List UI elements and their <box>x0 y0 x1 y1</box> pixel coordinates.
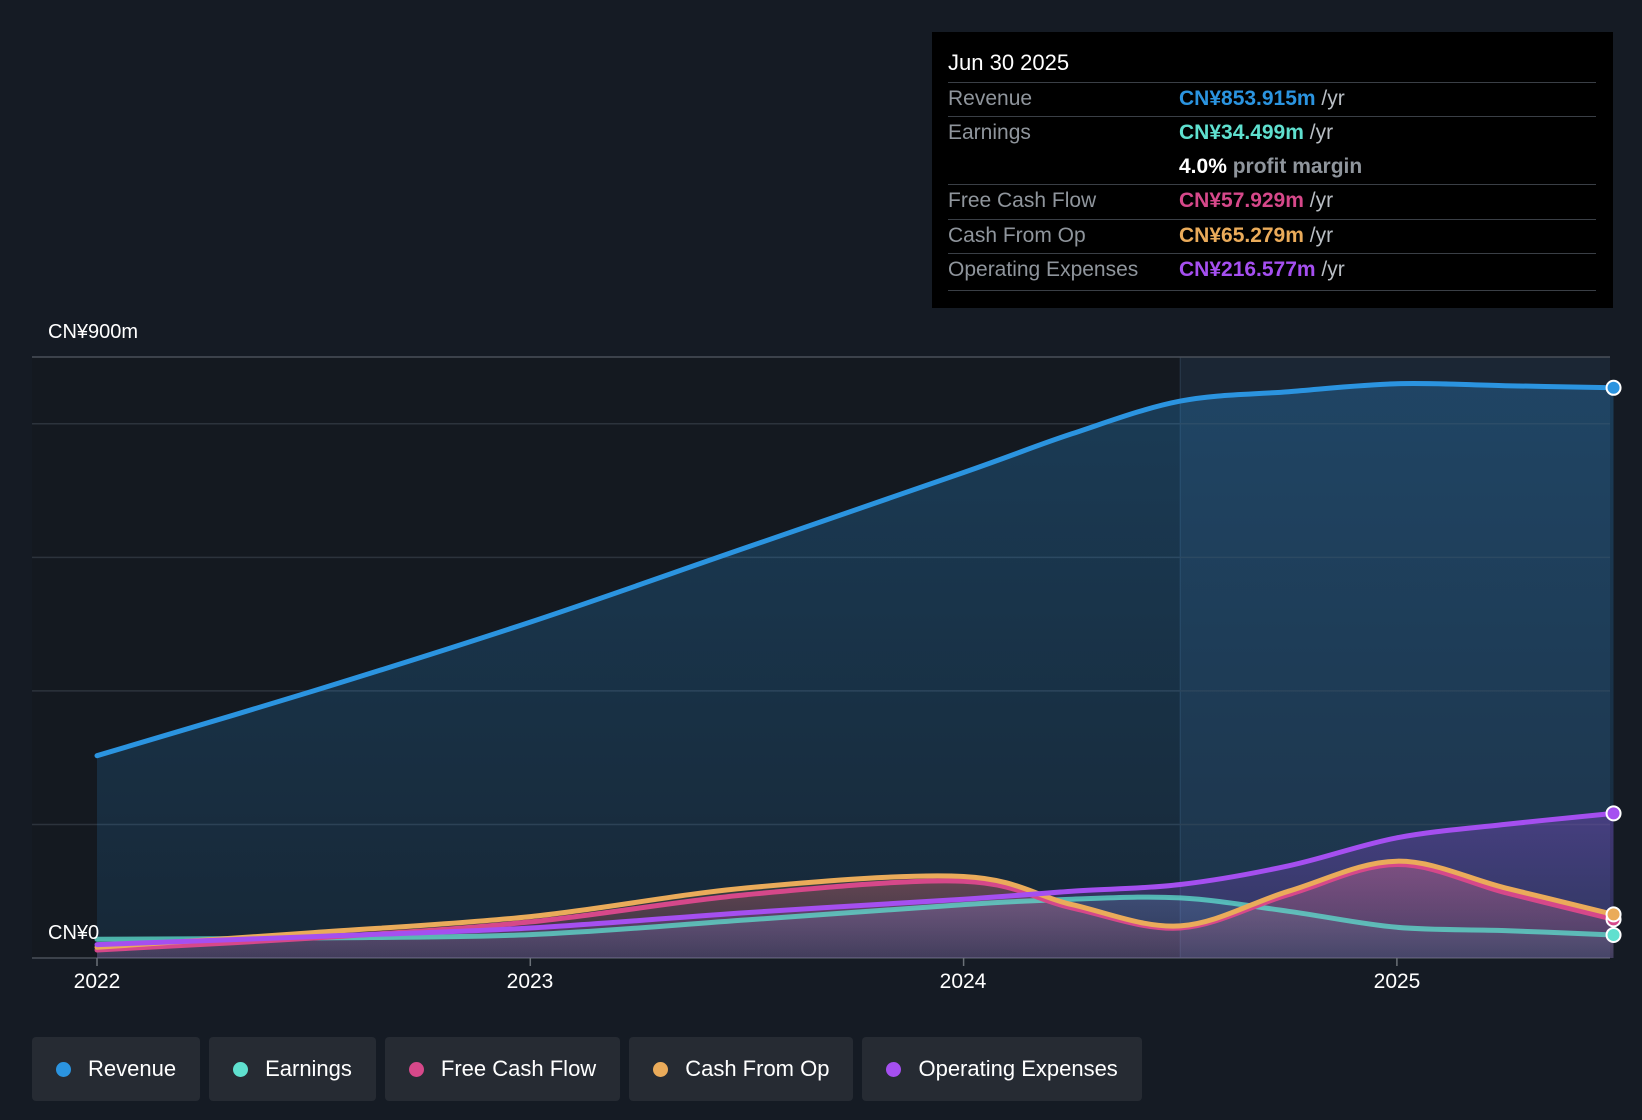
legend-dot-icon <box>653 1061 669 1077</box>
tooltip-unit: /yr <box>1315 258 1345 281</box>
tooltip-label: Operating Expenses <box>948 258 1139 281</box>
line-revenue <box>94 380 1616 759</box>
tooltip-row-earnings: Earnings CN¥34.499m /yr 4.0% profit marg… <box>948 116 1596 185</box>
legend-label: Earnings <box>265 1056 352 1081</box>
area-operating-expenses <box>97 813 1614 958</box>
legend-label: Revenue <box>88 1056 177 1081</box>
line-earnings <box>94 894 1616 942</box>
area-revenue <box>97 383 1614 959</box>
point-operating-expenses <box>1605 805 1622 822</box>
tooltip-unit: /yr <box>1303 224 1334 247</box>
legend-label: Free Cash Flow <box>440 1056 597 1081</box>
tooltip-unit: /yr <box>1303 121 1334 144</box>
tooltip-label: Revenue <box>948 87 1033 110</box>
legend-item-revenue[interactable]: Revenue <box>32 1037 201 1101</box>
point-earnings <box>1605 926 1622 943</box>
tooltip-row-revenue: Revenue CN¥853.915m /yr <box>948 82 1596 117</box>
legend-item-operating-expenses[interactable]: Operating Expenses <box>862 1037 1142 1101</box>
line-operating-expenses <box>94 810 1616 948</box>
x-tick-2023: 2023 <box>506 970 554 993</box>
tooltip-value-earnings: CN¥34.499m <box>1179 121 1304 144</box>
tooltip-value-opex: CN¥216.577m <box>1179 258 1316 281</box>
legend: Revenue Earnings Free Cash Flow Cash Fro… <box>32 1037 1142 1101</box>
point-cash-from-op <box>1605 906 1622 923</box>
tooltip-date: Jun 30 2025 <box>948 50 1070 75</box>
legend-label: Operating Expenses <box>918 1056 1118 1081</box>
legend-dot-icon <box>56 1061 71 1077</box>
tooltip-unit: /yr <box>1315 87 1345 110</box>
tooltip-value-cfo: CN¥65.279m <box>1179 224 1304 247</box>
legend-dot-icon <box>233 1061 249 1077</box>
legend-dot-icon <box>408 1061 424 1077</box>
point-revenue <box>1605 379 1622 396</box>
y-axis-top-label: CN¥900m <box>48 321 139 343</box>
tooltip-divider <box>948 290 1596 291</box>
x-tick-2025: 2025 <box>1373 970 1421 993</box>
tooltip: Jun 30 2025 Revenue CN¥853.915m /yr Earn… <box>932 32 1613 308</box>
legend-item-free-cash-flow[interactable]: Free Cash Flow <box>384 1037 621 1101</box>
tooltip-row-opex: Operating Expenses CN¥216.577m /yr <box>948 253 1596 288</box>
x-tick-2024: 2024 <box>939 970 987 993</box>
tooltip-label: Earnings <box>948 121 1031 144</box>
line-cash-from-op <box>94 858 1616 950</box>
tooltip-row-cfo: Cash From Op CN¥65.279m /yr <box>948 219 1596 254</box>
tooltip-value-revenue: CN¥853.915m <box>1179 87 1316 110</box>
legend-label: Cash From Op <box>685 1056 830 1081</box>
tooltip-profit-margin: 4.0% profit margin <box>1179 155 1363 178</box>
tooltip-value-fcf: CN¥57.929m <box>1179 189 1304 212</box>
legend-item-earnings[interactable]: Earnings <box>209 1037 376 1101</box>
legend-item-cash-from-op[interactable]: Cash From Op <box>629 1037 854 1101</box>
x-tick-2022: 2022 <box>73 970 121 993</box>
tooltip-unit: /yr <box>1303 189 1334 212</box>
tooltip-label: Free Cash Flow <box>948 189 1097 212</box>
tooltip-label: Cash From Op <box>948 224 1086 247</box>
y-axis-bottom-label: CN¥0 <box>48 922 100 944</box>
legend-dot-icon <box>886 1061 902 1077</box>
tooltip-row-fcf: Free Cash Flow CN¥57.929m /yr <box>948 184 1596 219</box>
